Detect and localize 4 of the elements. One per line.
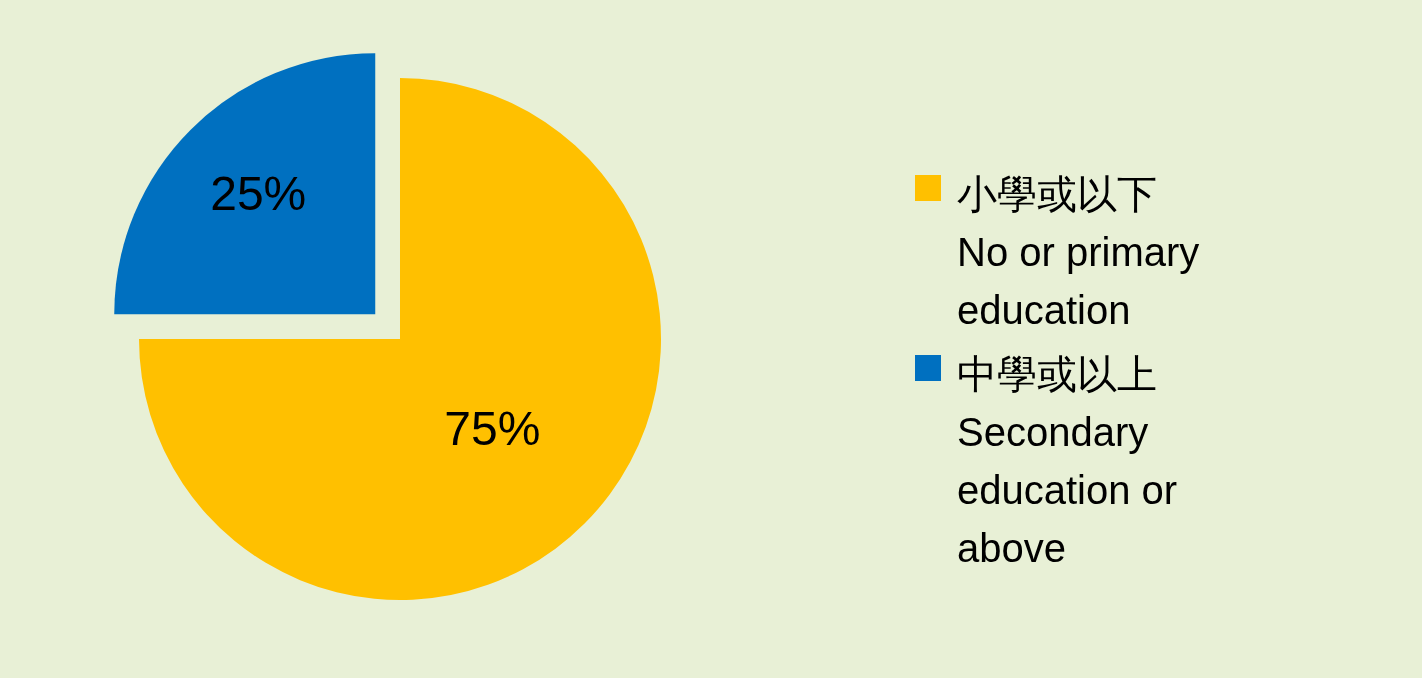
legend-label: 中學或以上 Secondary education or above <box>957 351 1179 572</box>
legend-label: 小學或以下 No or primary education <box>957 171 1201 334</box>
data-label: 75% <box>444 401 541 455</box>
data-label: 25% <box>210 167 307 221</box>
